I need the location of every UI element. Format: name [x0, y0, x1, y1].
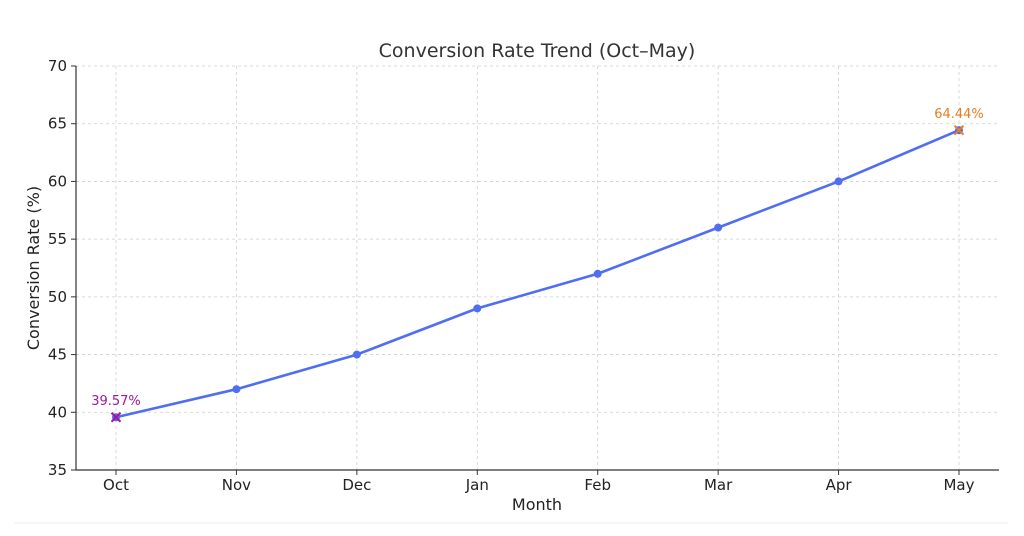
y-tick-label: 45 [48, 346, 67, 364]
grid-layer [76, 65, 999, 471]
series-layer: 39.57% 64.44% [91, 107, 984, 423]
y-tick-label: 65 [48, 115, 67, 133]
x-tick-label: Jan [465, 476, 489, 494]
chart-title: Conversion Rate Trend (Oct–May) [379, 40, 696, 62]
data-point [473, 304, 482, 313]
labels-layer: Conversion Rate Trend (Oct–May) Month Co… [24, 40, 695, 514]
min-marker [110, 412, 122, 423]
series-line [114, 128, 961, 419]
x-tick-label: Oct [103, 476, 129, 494]
max-value-label: 64.44% [934, 107, 984, 122]
data-point [714, 223, 723, 232]
y-tick-label: 40 [48, 403, 67, 421]
x-tick-label: Nov [222, 476, 251, 494]
y-tick-label: 35 [48, 461, 67, 479]
y-tick-label: 55 [48, 230, 67, 248]
x-tick-label: Mar [704, 476, 733, 494]
x-tick-label: May [943, 476, 974, 494]
y-tick-label: 60 [48, 172, 67, 190]
x-tick-label: Dec [342, 476, 371, 494]
x-axis-title: Month [512, 495, 562, 514]
max-marker [953, 124, 965, 136]
min-value-label: 39.57% [91, 394, 141, 409]
data-point [593, 269, 602, 278]
y-tick-label: 50 [48, 288, 67, 306]
data-point [834, 177, 843, 186]
x-tick-label: Apr [826, 476, 853, 494]
marker-cross-b [953, 124, 965, 136]
marker-cross-b [110, 412, 122, 423]
y-axis-title: Conversion Rate (%) [24, 186, 43, 350]
axes-layer: 35 40 45 50 55 60 65 70 Oct Nov Dec Jan Feb Mar Apr May [48, 57, 999, 494]
y-tick-label: 70 [48, 57, 67, 75]
data-point [232, 385, 241, 394]
data-point [352, 350, 361, 359]
x-tick-label: Feb [584, 476, 611, 494]
